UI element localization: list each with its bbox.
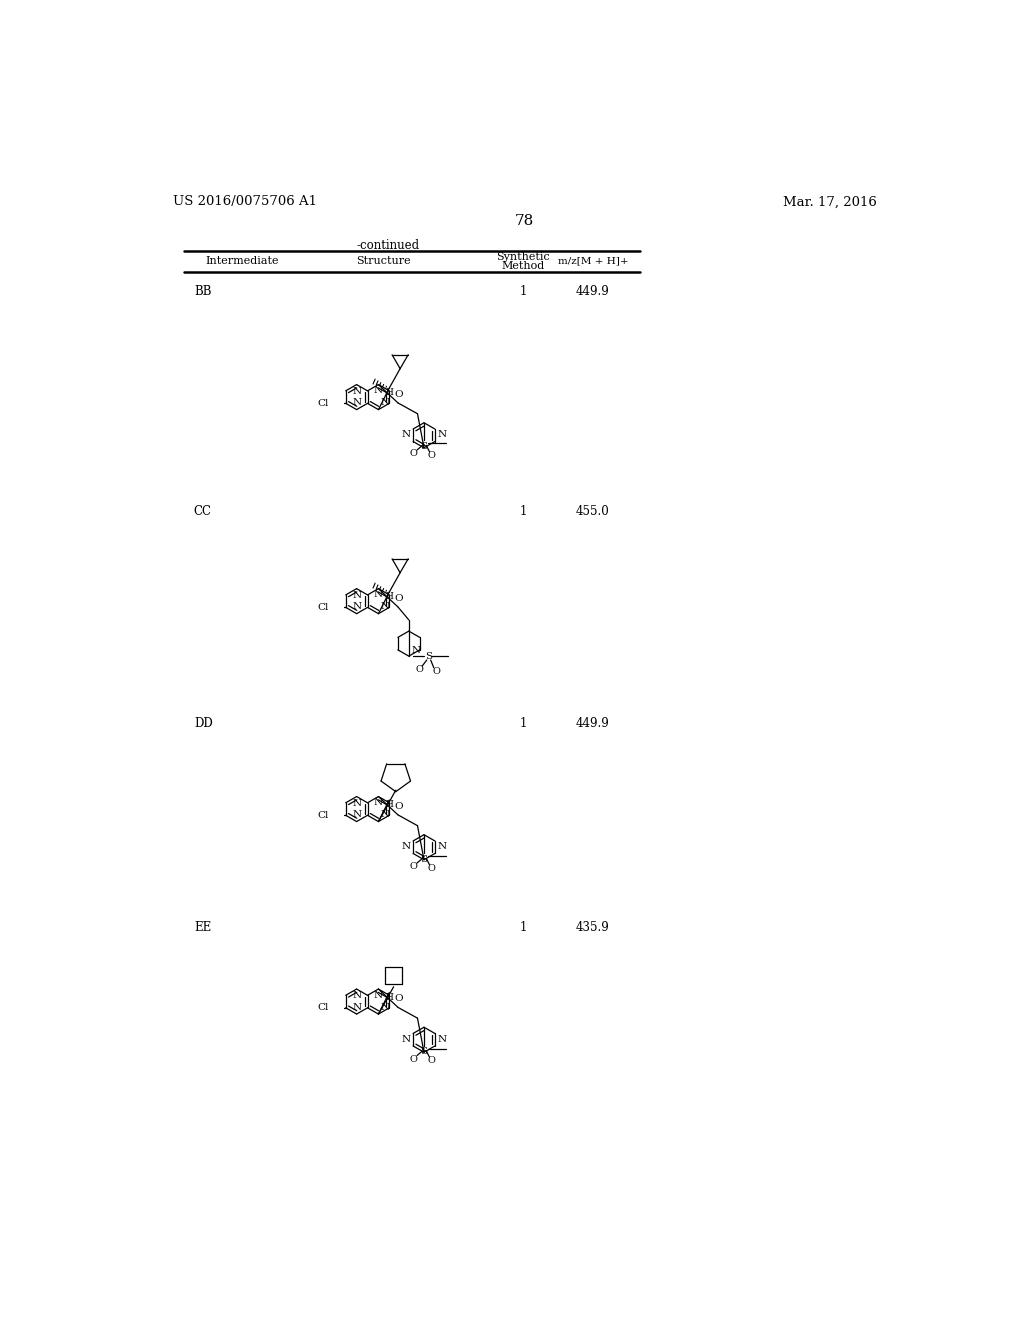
Text: N: N — [352, 399, 361, 408]
Text: N: N — [352, 810, 361, 820]
Text: H: H — [385, 388, 393, 397]
Text: O: O — [410, 1055, 417, 1064]
Text: BB: BB — [194, 285, 211, 298]
Text: N: N — [381, 602, 390, 611]
Text: N: N — [437, 430, 446, 440]
Text: 435.9: 435.9 — [577, 921, 610, 933]
Text: S: S — [425, 652, 432, 660]
Text: N: N — [374, 990, 383, 999]
Text: CC: CC — [194, 506, 212, 517]
Text: N: N — [381, 810, 390, 820]
Text: EE: EE — [194, 921, 211, 933]
Text: N: N — [437, 842, 446, 851]
Text: DD: DD — [194, 717, 213, 730]
Text: N: N — [352, 602, 361, 611]
Text: O: O — [428, 1056, 435, 1065]
Text: H: H — [385, 800, 393, 809]
Text: N: N — [381, 399, 390, 408]
Text: N: N — [374, 590, 383, 599]
Text: 455.0: 455.0 — [577, 506, 610, 517]
Text: O: O — [410, 449, 417, 458]
Text: N: N — [401, 430, 411, 440]
Text: Cl: Cl — [317, 810, 329, 820]
Text: N: N — [412, 645, 421, 655]
Text: O: O — [410, 862, 417, 871]
Text: 1: 1 — [519, 921, 527, 933]
Text: O: O — [394, 994, 402, 1003]
Text: O: O — [432, 667, 440, 676]
Text: Cl: Cl — [317, 1003, 329, 1012]
Text: Cl: Cl — [317, 399, 329, 408]
Text: O: O — [394, 389, 402, 399]
Text: N: N — [401, 842, 411, 851]
Text: Synthetic: Synthetic — [497, 252, 550, 263]
Text: N: N — [374, 799, 383, 807]
Text: N: N — [352, 799, 361, 808]
Text: Method: Method — [502, 261, 545, 271]
Text: 1: 1 — [519, 717, 527, 730]
Text: US 2016/0075706 A1: US 2016/0075706 A1 — [173, 195, 317, 209]
Text: N: N — [352, 591, 361, 601]
Text: 1: 1 — [519, 506, 527, 517]
Text: 78: 78 — [515, 214, 535, 228]
Text: S: S — [421, 854, 428, 863]
Text: 449.9: 449.9 — [577, 285, 610, 298]
Text: Intermediate: Intermediate — [206, 256, 279, 267]
Text: H: H — [385, 993, 393, 1002]
Text: m/z[M + H]+: m/z[M + H]+ — [558, 256, 629, 265]
Text: O: O — [394, 801, 402, 810]
Text: N: N — [352, 387, 361, 396]
Text: Cl: Cl — [317, 603, 329, 612]
Text: -continued: -continued — [356, 239, 419, 252]
Text: O: O — [428, 451, 435, 459]
Text: N: N — [437, 1035, 446, 1044]
Text: N: N — [352, 991, 361, 1001]
Text: 449.9: 449.9 — [577, 717, 610, 730]
Text: O: O — [428, 863, 435, 873]
Text: O: O — [415, 665, 423, 675]
Text: N: N — [352, 1003, 361, 1011]
Text: 1: 1 — [519, 285, 527, 298]
Text: O: O — [394, 594, 402, 603]
Text: N: N — [401, 1035, 411, 1044]
Text: H: H — [385, 593, 393, 602]
Text: N: N — [374, 387, 383, 395]
Text: Mar. 17, 2016: Mar. 17, 2016 — [782, 195, 877, 209]
Text: N: N — [381, 1003, 390, 1011]
Text: S: S — [421, 442, 428, 450]
Text: Structure: Structure — [356, 256, 411, 267]
Text: S: S — [421, 1047, 428, 1056]
